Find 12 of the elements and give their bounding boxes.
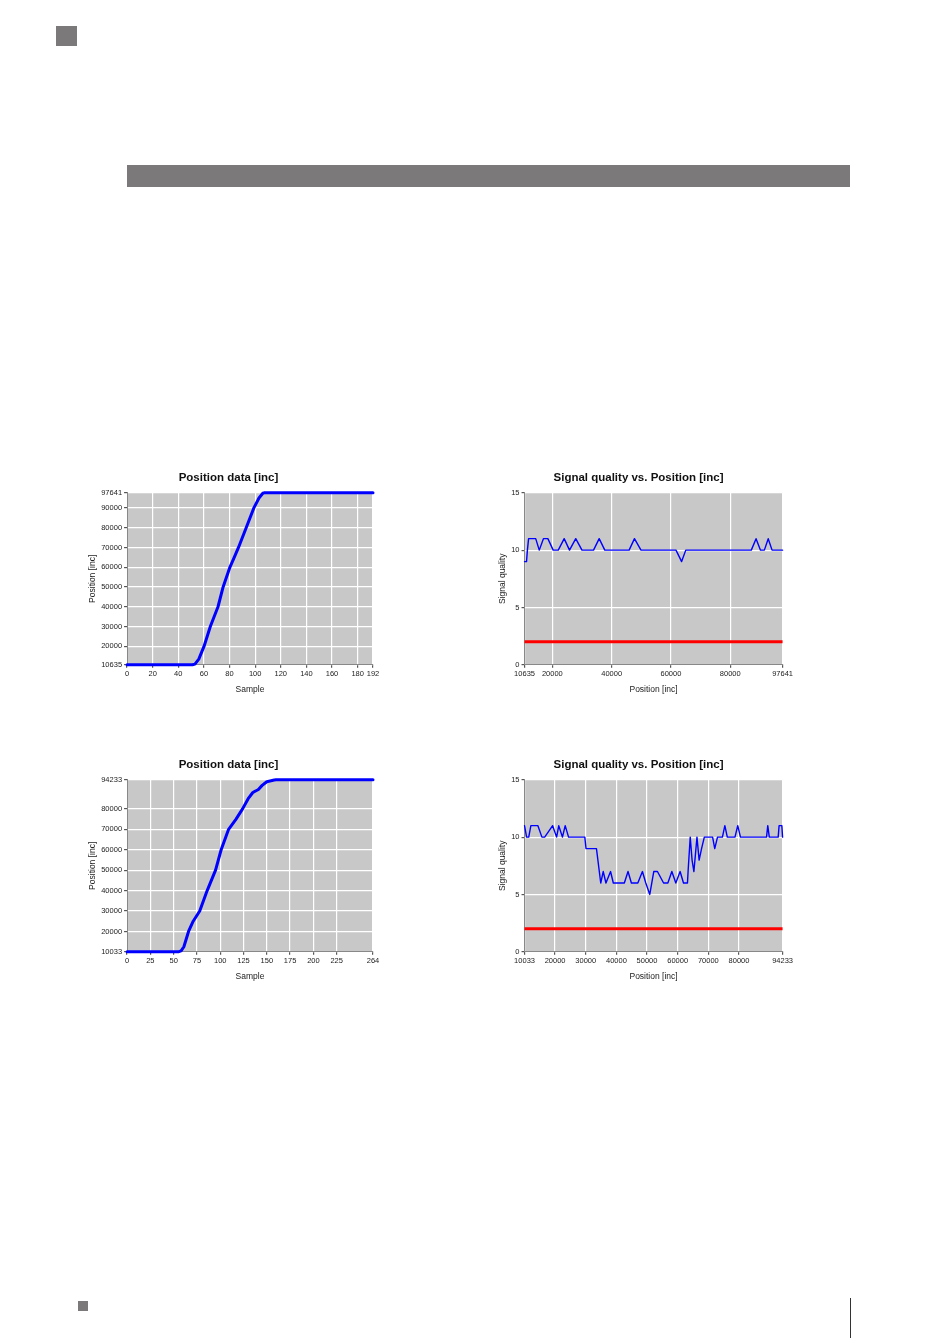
y-axis-title: Signal quality bbox=[497, 839, 508, 892]
chart-title: Signal quality vs. Position [inc] bbox=[553, 758, 724, 771]
chart-title: Position data [inc] bbox=[178, 758, 279, 771]
x-axis-title: Position [inc] bbox=[629, 684, 678, 695]
y-axis-title: Signal quality bbox=[497, 552, 508, 605]
x-axis-title: Position [inc] bbox=[629, 971, 678, 982]
x-axis-title: Sample bbox=[235, 971, 265, 982]
chart-title: Signal quality vs. Position [inc] bbox=[553, 471, 724, 484]
chart-title: Position data [inc] bbox=[178, 471, 279, 484]
x-axis-title: Sample bbox=[235, 684, 265, 695]
y-axis-title: Position [inc] bbox=[87, 554, 98, 603]
y-axis-title: Position [inc] bbox=[87, 841, 98, 890]
